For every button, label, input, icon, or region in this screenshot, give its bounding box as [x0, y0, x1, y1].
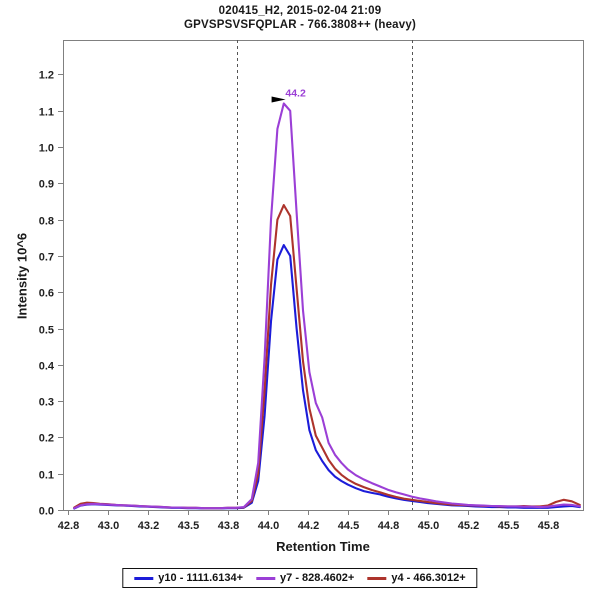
plot-border [63, 40, 584, 511]
y-axis-ticks: 0.0 0.1 0.2 0.3 0.4 0.5 0.6 0.7 0.8 0.9 1.0 1.1 1.2 [39, 70, 63, 518]
legend-line-swatch-icon [134, 576, 154, 580]
series-line-y7[interactable] [73, 102, 581, 510]
x-tick-label: 45.2 [458, 520, 479, 532]
y-tick-label: 1.2 [39, 70, 54, 82]
x-tick-label: 43.8 [218, 520, 239, 532]
x-tick-label: 44.8 [378, 520, 399, 532]
y-tick-label: 0.7 [39, 252, 54, 264]
series-line-y4[interactable] [73, 204, 581, 510]
peak-rt-label[interactable]: 44.2 [285, 88, 306, 100]
y-tick-label: 0.0 [39, 506, 54, 518]
x-tick-label: 45.0 [418, 520, 439, 532]
x-tick-label: 42.8 [58, 520, 79, 532]
y-tick-label: 0.5 [39, 325, 54, 337]
chart-title-block: 020415_H2, 2015-02-04 21:09 GPVSPSVSFQPL… [0, 4, 600, 32]
peak-annotation: 44.2 [271, 88, 306, 103]
legend-label: y7 - 828.4602+ [280, 572, 355, 584]
chart-title: 020415_H2, 2015-02-04 21:09 [218, 5, 382, 17]
peak-arrow-icon [271, 96, 286, 103]
y-tick-label: 1.1 [39, 107, 54, 119]
x-axis-title: Retention Time [276, 539, 370, 554]
x-tick-label: 43.0 [98, 520, 119, 532]
series-lines [73, 102, 581, 510]
x-tick-label: 44.2 [298, 520, 319, 532]
x-tick-label: 45.8 [538, 520, 559, 532]
legend-label: y4 - 466.3012+ [391, 572, 466, 584]
x-tick-label: 44.5 [338, 520, 359, 532]
x-tick-label: 43.2 [138, 520, 159, 532]
chart-subtitle: GPVSPSVSFQPLAR - 766.3808++ (heavy) [184, 19, 416, 31]
legend-line-swatch-icon [367, 576, 387, 580]
legend-item-y10: y10 - 1111.6134+ [134, 572, 243, 584]
y-tick-label: 0.1 [39, 470, 54, 482]
y-tick-label: 0.3 [39, 397, 54, 409]
legend: y10 - 1111.6134+ y7 - 828.4602+ y4 - 466.3… [122, 568, 478, 588]
y-tick-label: 0.6 [39, 288, 54, 300]
x-tick-label: 45.5 [498, 520, 519, 532]
y-tick-label: 0.9 [39, 179, 54, 191]
legend-line-swatch-icon [256, 576, 276, 580]
legend-item-y4: y4 - 466.3012+ [367, 572, 466, 584]
x-tick-label: 44.0 [258, 520, 279, 532]
y-tick-label: 0.4 [39, 361, 55, 373]
y-tick-label: 1.0 [39, 143, 54, 155]
x-axis-ticks: 42.8 43.0 43.2 43.5 43.8 44.0 44.2 44.5 44.8 45.0… [58, 510, 559, 532]
y-tick-label: 0.8 [39, 216, 54, 228]
series-line-y10[interactable] [73, 244, 581, 510]
y-tick-label: 0.2 [39, 433, 54, 445]
legend-label: y10 - 1111.6134+ [158, 572, 244, 584]
legend-item-y7: y7 - 828.4602+ [256, 572, 354, 584]
integration-boundary-lines [237, 40, 413, 510]
x-tick-label: 43.5 [178, 520, 199, 532]
